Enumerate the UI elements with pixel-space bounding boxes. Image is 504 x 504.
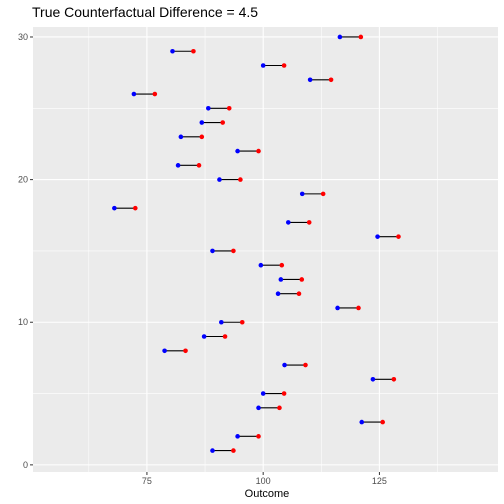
red-point — [191, 48, 196, 54]
red-point — [328, 77, 334, 83]
blue-point — [210, 448, 215, 453]
blue-point — [219, 319, 224, 325]
red-point — [320, 191, 326, 197]
blue-point — [235, 148, 240, 154]
blue-point — [370, 376, 376, 382]
red-point — [199, 134, 205, 140]
blue-point — [375, 234, 380, 239]
chart-title: True Counterfactual Difference = 4.5 — [32, 4, 258, 20]
blue-point — [285, 220, 291, 225]
grid-lines — [33, 27, 498, 472]
red-point — [391, 376, 397, 382]
axis-ticks: 75 100 125 0 10 20 30 — [18, 32, 387, 486]
red-point — [281, 391, 287, 396]
blue-point — [359, 419, 365, 425]
blue-point — [201, 334, 207, 339]
red-point — [256, 148, 261, 154]
blue-point — [170, 48, 175, 54]
blue-point — [335, 305, 340, 311]
red-point — [183, 348, 188, 354]
blue-point — [112, 205, 117, 211]
red-point — [279, 262, 285, 268]
x-tick-label: 75 — [142, 476, 152, 486]
red-point — [281, 63, 287, 68]
red-point — [306, 220, 312, 225]
blue-point — [278, 277, 284, 282]
red-point — [380, 419, 385, 425]
blue-point — [282, 362, 287, 368]
y-tick-label: 10 — [18, 317, 28, 327]
y-tick-label: 20 — [18, 175, 28, 185]
red-point — [231, 248, 236, 254]
blue-point — [256, 405, 261, 411]
blue-point — [260, 63, 266, 68]
x-axis-label: Outcome — [245, 488, 290, 500]
plot-panel — [33, 27, 498, 472]
red-point — [152, 91, 158, 97]
red-point — [239, 319, 245, 325]
red-point — [133, 205, 138, 211]
x-tick-label: 125 — [372, 476, 387, 486]
red-point — [196, 163, 202, 168]
red-point — [356, 305, 361, 311]
blue-point — [299, 191, 305, 197]
blue-point — [131, 91, 137, 97]
data-points — [112, 34, 401, 453]
red-point — [226, 105, 232, 111]
blue-point — [275, 291, 281, 297]
red-point — [231, 448, 236, 453]
blue-point — [199, 120, 205, 125]
blue-point — [235, 434, 240, 439]
red-point — [220, 120, 226, 125]
blue-point — [162, 348, 167, 354]
y-tick-label: 0 — [23, 460, 28, 470]
blue-point — [178, 134, 184, 140]
red-point — [277, 405, 282, 411]
blue-point — [175, 163, 181, 168]
blue-point — [258, 262, 264, 268]
red-point — [358, 34, 364, 40]
red-point — [238, 177, 243, 182]
red-point — [299, 277, 305, 282]
blue-point — [337, 34, 343, 40]
y-tick-label: 30 — [18, 32, 28, 42]
red-point — [222, 334, 228, 339]
blue-point — [217, 177, 222, 182]
difference-segments — [114, 36, 399, 452]
red-point — [296, 291, 302, 297]
blue-point — [206, 105, 211, 111]
blue-point — [210, 248, 215, 254]
blue-point — [307, 77, 313, 83]
red-point — [396, 234, 401, 239]
red-point — [256, 434, 261, 439]
red-point — [303, 362, 308, 368]
x-tick-label: 100 — [256, 476, 271, 486]
blue-point — [260, 391, 266, 396]
